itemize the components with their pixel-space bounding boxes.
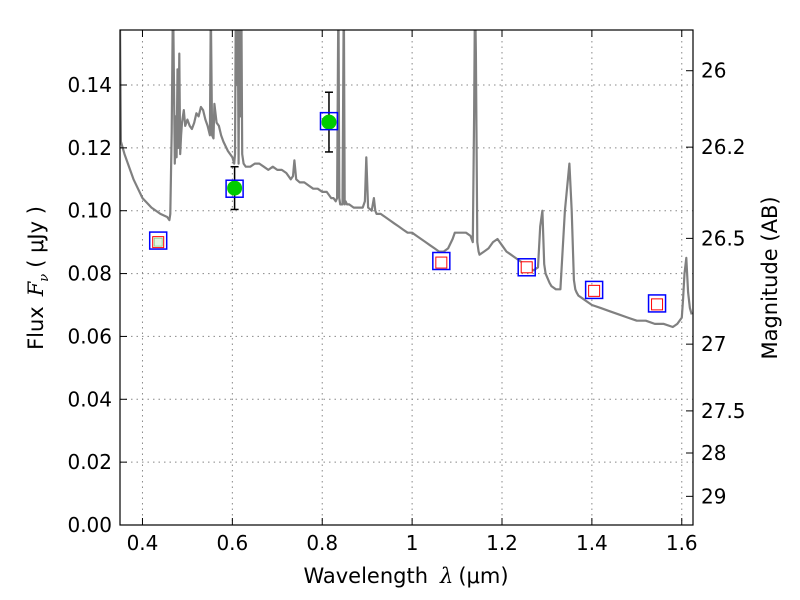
y-tick-label: 0.10 xyxy=(67,199,112,223)
x-tick-label: 1.6 xyxy=(666,531,698,555)
upper-limit-marker xyxy=(520,261,533,274)
y2-axis-title: Magnitude (AB) xyxy=(758,196,782,359)
x-axis-title: Wavelength λ (μm) xyxy=(303,564,508,588)
model-flux-box xyxy=(647,294,667,313)
model-flux-box xyxy=(225,179,244,198)
model-flux-box xyxy=(517,258,536,277)
upper-limit-marker xyxy=(588,284,601,297)
y2-tick-label: 26.2 xyxy=(701,135,746,159)
x-tick-label: 0.8 xyxy=(306,531,338,555)
y-axis-title: FluxFν( μJy ) xyxy=(24,206,52,350)
x-tick-label: 1 xyxy=(406,531,419,555)
y-tick-label: 0.02 xyxy=(67,450,112,474)
upper-limit-marker-tint xyxy=(153,237,163,247)
grid xyxy=(120,30,693,526)
detection-point xyxy=(227,180,243,196)
y-tick-label: 0.08 xyxy=(67,262,112,286)
y2-tick-label: 27.5 xyxy=(701,399,746,423)
y-tick-label: 0.00 xyxy=(67,513,112,537)
model-flux-box xyxy=(319,111,339,131)
y-tick-label: 0.14 xyxy=(67,73,112,97)
x-tick-label: 0.6 xyxy=(216,531,248,555)
x-tick-label: 0.4 xyxy=(127,531,159,555)
upper-limit-marker xyxy=(435,256,448,269)
x-tick-label: 1.4 xyxy=(576,531,608,555)
detection-point xyxy=(321,114,337,130)
y-tick-label: 0.06 xyxy=(67,324,112,348)
plot-frame xyxy=(119,29,694,526)
model-flux-box xyxy=(584,280,604,300)
upper-limit-marker xyxy=(651,298,664,311)
y2-tick-label: 26.5 xyxy=(701,226,746,250)
model-spectrum-line xyxy=(120,30,693,329)
data-markers xyxy=(148,91,667,313)
y2-tick-label: 28 xyxy=(701,441,726,465)
axis-ticks: 0.4 0.6 0.8 1 1.2 1.4 1.6 0.00 0.02 0.04 0.06 0.08 0… xyxy=(67,30,746,555)
model-flux-box xyxy=(432,251,451,271)
y-tick-label: 0.12 xyxy=(67,136,112,160)
y2-tick-label: 29 xyxy=(701,484,726,508)
x-tick-label: 1.2 xyxy=(486,531,518,555)
y2-tick-label: 27 xyxy=(701,332,726,356)
y2-tick-label: 26 xyxy=(701,59,726,83)
model-flux-box xyxy=(148,231,168,250)
y-tick-label: 0.04 xyxy=(67,387,112,411)
